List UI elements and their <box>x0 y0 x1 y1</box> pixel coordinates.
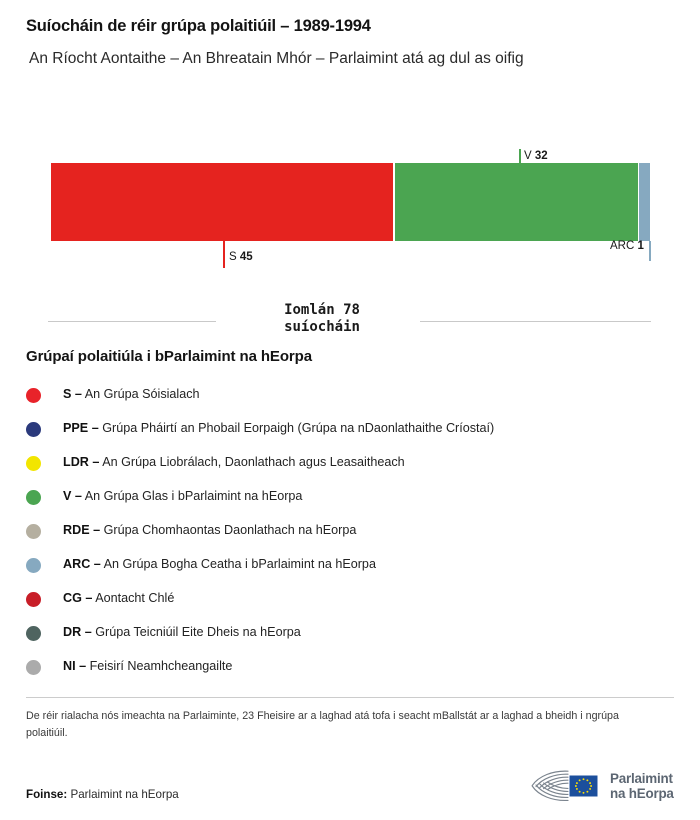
legend-abbr-ppe: PPE – <box>63 421 99 436</box>
legend-name-s: An Grúpa Sóisialach <box>84 387 200 402</box>
source-value: Parlaimint na hEorpa <box>70 788 179 801</box>
legend-label-rde: RDE – Grúpa Chomhaontas Daonlathach na h… <box>63 523 356 538</box>
logo-line-2: na hEorpa <box>610 786 674 801</box>
footnote-text: De réir rialacha nós imeachta na Parlaim… <box>26 710 619 739</box>
legend-item-dr[interactable]: DR – Grúpa Teicniúil Eite Dheis na hEorp… <box>26 616 674 650</box>
bar-segment-v[interactable] <box>394 163 638 241</box>
callout-v-code: V <box>524 150 532 162</box>
legend-dot-ppe <box>26 421 41 437</box>
legend-name-v: An Grúpa Glas i bParlaimint na hEorpa <box>84 489 303 504</box>
legend-item-rde[interactable]: RDE – Grúpa Chomhaontas Daonlathach na h… <box>26 514 674 548</box>
total-rule-right <box>420 321 651 322</box>
legend-item-ni[interactable]: NI – Feisirí Neamhcheangailte <box>26 650 674 684</box>
legend-item-s[interactable]: S – An Grúpa Sóisialach <box>26 378 674 412</box>
legend-abbr-s: S – <box>63 387 82 402</box>
legend-name-arc: An Grúpa Bogha Ceatha i bParlaimint na h… <box>103 557 376 572</box>
legend-label-dr: DR – Grúpa Teicniúil Eite Dheis na hEorp… <box>63 625 301 640</box>
legend-label-ppe: PPE – Grúpa Pháirtí an Phobail Eorpaigh … <box>63 421 494 436</box>
total-rule-left <box>48 321 216 322</box>
legend-abbr-dr: DR – <box>63 625 92 640</box>
legend-item-v[interactable]: V – An Grúpa Glas i bParlaimint na hEorp… <box>26 480 674 514</box>
legend-item-cg[interactable]: CG – Aontacht Chlé <box>26 582 674 616</box>
callout-s-code: S <box>229 251 237 263</box>
legend-label-ldr: LDR – An Grúpa Liobrálach, Daonlathach a… <box>63 455 405 470</box>
legend-abbr-ldr: LDR – <box>63 455 100 470</box>
legend-label-cg: CG – Aontacht Chlé <box>63 591 174 606</box>
callout-arc-code: ARC <box>610 240 635 252</box>
legend-abbr-cg: CG – <box>63 591 93 606</box>
legend-name-dr: Grúpa Teicniúil Eite Dheis na hEorpa <box>95 625 301 640</box>
legend-label-ni: NI – Feisirí Neamhcheangailte <box>63 659 232 674</box>
callout-arc-value: 1 <box>637 240 644 252</box>
page-subtitle: An Ríocht Aontaithe – An Bhreatain Mhór … <box>29 50 524 68</box>
legend-label-arc: ARC – An Grúpa Bogha Ceatha i bParlaimin… <box>63 557 376 572</box>
footnote-divider <box>26 697 674 698</box>
total-seats-count: Iomlán 78 <box>284 302 360 318</box>
total-seats-block: Iomlán 78 suíocháin <box>0 298 700 344</box>
legend-name-ni: Feisirí Neamhcheangailte <box>89 659 233 674</box>
callout-v-value: 32 <box>534 150 548 162</box>
legend-abbr-ni: NI – <box>63 659 87 674</box>
callout-s: S 45 <box>229 251 253 264</box>
legend-dot-rde <box>26 523 41 539</box>
parliament-hemicycle-icon <box>531 770 598 801</box>
bar-segment-arc[interactable] <box>639 163 650 241</box>
total-seats: Iomlán 78 suíocháin <box>232 302 412 336</box>
european-parliament-logo: Parlaimint na hEorpa <box>528 766 676 806</box>
legend-name-rde: Grúpa Chomhaontas Daonlathach na hEorpa <box>103 523 357 538</box>
source-label: Foinse: <box>26 788 68 801</box>
legend-abbr-rde: RDE – <box>63 523 101 538</box>
legend-item-arc[interactable]: ARC – An Grúpa Bogha Ceatha i bParlaimin… <box>26 548 674 582</box>
bar-segment-s[interactable] <box>51 163 394 241</box>
callout-tick-arc <box>649 241 651 261</box>
total-seats-unit: suíocháin <box>284 318 360 335</box>
logo-line-1: Parlaimint <box>610 771 673 786</box>
legend-name-cg: Aontacht Chlé <box>95 591 175 606</box>
legend-label-s: S – An Grúpa Sóisialach <box>63 387 200 402</box>
callout-tick-v <box>519 149 521 165</box>
legend-dot-cg <box>26 591 41 607</box>
legend-dot-s <box>26 387 41 403</box>
legend-item-ppe[interactable]: PPE – Grúpa Pháirtí an Phobail Eorpaigh … <box>26 412 674 446</box>
stacked-bar <box>51 163 650 241</box>
legend-dot-arc <box>26 557 41 573</box>
header: Suíocháin de réir grúpa polaitiúil – 198… <box>26 16 674 70</box>
legend-dot-ni <box>26 659 41 675</box>
legend-abbr-arc: ARC – <box>63 557 101 572</box>
callout-tick-s <box>223 241 225 268</box>
legend-name-ldr: An Grúpa Liobrálach, Daonlathach agus Le… <box>102 455 405 470</box>
legend-name-ppe: Grúpa Pháirtí an Phobail Eorpaigh (Grúpa… <box>102 421 495 436</box>
page-title: Suíocháin de réir grúpa polaitiúil – 198… <box>26 17 371 35</box>
legend-dot-v <box>26 489 41 505</box>
legend-abbr-v: V – <box>63 489 82 504</box>
legend-dot-dr <box>26 625 41 641</box>
legend-label-v: V – An Grúpa Glas i bParlaimint na hEorp… <box>63 489 302 504</box>
callout-arc: ARC 1 <box>610 240 644 253</box>
seat-distribution-chart: S 45 V 32 ARC 1 <box>0 140 700 340</box>
legend: Grúpaí polaitiúla i bParlaimint na hEorp… <box>26 348 674 684</box>
callout-s-value: 45 <box>239 251 253 263</box>
source-line: Foinse: Parlaimint na hEorpa <box>26 788 179 801</box>
legend-title: Grúpaí polaitiúla i bParlaimint na hEorp… <box>26 348 312 365</box>
legend-dot-ldr <box>26 455 41 471</box>
legend-item-ldr[interactable]: LDR – An Grúpa Liobrálach, Daonlathach a… <box>26 446 674 480</box>
logo-wordmark: Parlaimint na hEorpa <box>610 771 674 801</box>
callout-v: V 32 <box>524 150 548 163</box>
